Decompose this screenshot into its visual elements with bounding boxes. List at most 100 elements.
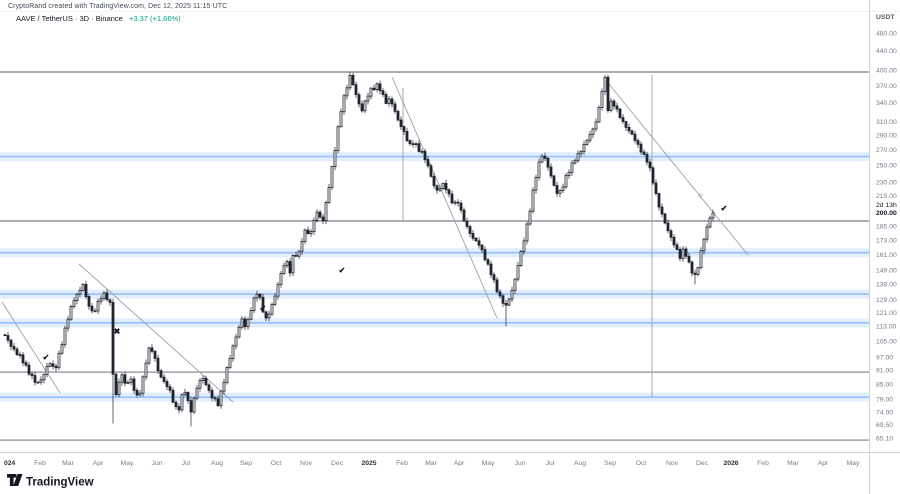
candle: [279, 272, 283, 285]
candle: [81, 283, 85, 291]
tradingview-logo[interactable]: TradingView: [7, 474, 94, 489]
candle: [87, 296, 91, 307]
candle: [528, 210, 532, 225]
candle: [210, 389, 214, 399]
candle: [687, 255, 691, 263]
candle: [669, 230, 673, 238]
candle: [261, 296, 265, 313]
time-tick: 024: [4, 460, 16, 467]
candle: [39, 379, 43, 383]
check-mark[interactable]: ✔: [260, 304, 267, 313]
price-tick: 65.10: [876, 436, 893, 443]
candle: [303, 229, 307, 242]
candle: [375, 83, 379, 91]
candle: [3, 334, 7, 337]
candle: [420, 150, 424, 153]
candle: [591, 128, 595, 135]
candle: [198, 380, 202, 389]
check-mark[interactable]: ✔: [339, 266, 346, 275]
trend-line[interactable]: [78, 263, 234, 403]
trend-line[interactable]: [391, 76, 498, 319]
candle: [660, 206, 664, 215]
candle: [543, 155, 547, 159]
candle: [453, 201, 457, 204]
time-tick: Jun: [152, 460, 163, 467]
candle: [366, 95, 370, 102]
bar-countdown: 2d 13h: [876, 202, 897, 209]
candle: [174, 401, 178, 408]
candle: [294, 254, 298, 257]
candle: [252, 297, 256, 312]
candle: [138, 392, 142, 396]
logo-mark-v-icon: [13, 474, 23, 486]
x-mark[interactable]: ✖: [114, 327, 121, 336]
candle: [408, 140, 412, 145]
candle: [24, 362, 28, 366]
candle: [309, 231, 313, 235]
candle: [255, 293, 259, 299]
price-tick: 69.50: [876, 422, 893, 429]
candle: [570, 162, 574, 173]
candle: [702, 238, 706, 252]
candle: [678, 249, 682, 259]
candle: [534, 177, 538, 191]
time-tick: Dec: [331, 460, 344, 467]
candle: [108, 299, 112, 303]
candle: [234, 336, 238, 347]
candle: [459, 202, 463, 211]
time-tick: Oct: [636, 460, 647, 467]
candle: [603, 76, 607, 93]
time-tick: Feb: [757, 460, 769, 467]
candle: [531, 189, 535, 212]
candle: [348, 75, 352, 89]
candle: [75, 293, 79, 302]
candle: [552, 175, 556, 186]
price-tick: 161.00: [876, 252, 897, 259]
price-tick: 121.00: [876, 310, 897, 317]
candle: [402, 126, 406, 132]
candle: [93, 310, 97, 313]
time-tick: 2025: [361, 460, 376, 467]
price-tick: 74.00: [876, 410, 893, 417]
price-tick: 139.00: [876, 282, 897, 289]
candle: [588, 134, 592, 141]
candle: [336, 126, 340, 151]
candle: [177, 406, 181, 411]
candle: [468, 226, 472, 234]
check-mark[interactable]: ✔: [43, 353, 50, 362]
check-mark[interactable]: ✔: [721, 204, 728, 213]
time-tick: May: [482, 460, 495, 467]
candle: [708, 217, 712, 228]
price-tick: 185.00: [876, 224, 897, 231]
candle: [384, 94, 388, 104]
candle: [129, 378, 133, 383]
candle: [321, 216, 325, 221]
candle: [231, 345, 235, 359]
candle: [126, 382, 130, 384]
trend-line[interactable]: [1, 301, 61, 394]
candle: [621, 117, 625, 122]
candle: [105, 292, 109, 301]
candle: [561, 186, 565, 191]
candle: [513, 278, 517, 291]
candle: [183, 391, 187, 396]
time-axis[interactable]: 024 Feb Mar Apr May Jun Jul Aug Sep Oct Nov Dec 2025…: [4, 460, 860, 467]
candle: [69, 305, 73, 320]
candle: [429, 165, 433, 177]
candle: [573, 160, 577, 164]
trend-line[interactable]: [603, 77, 749, 256]
symbol-info[interactable]: AAVE / TetherUS · 3D · Binance +3.37 (+1…: [16, 14, 181, 23]
time-tick: Jun: [515, 460, 526, 467]
candle: [696, 267, 700, 275]
candle: [396, 111, 400, 121]
candle: [186, 391, 190, 401]
candle: [132, 378, 136, 391]
candle: [654, 182, 658, 195]
price-tick: 113.00: [876, 324, 897, 331]
candle: [327, 187, 331, 203]
price-axis[interactable]: 480.00 440.00 400.00 370.00 340.00 310.00 290.…: [876, 30, 897, 442]
candle: [624, 121, 628, 128]
price-tick: 149.00: [876, 268, 897, 275]
candle: [120, 374, 124, 383]
